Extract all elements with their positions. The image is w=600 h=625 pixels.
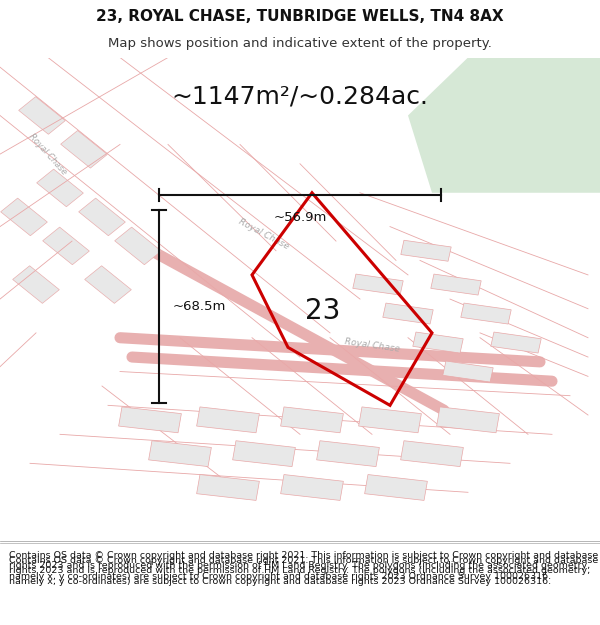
- Text: 23, ROYAL CHASE, TUNBRIDGE WELLS, TN4 8AX: 23, ROYAL CHASE, TUNBRIDGE WELLS, TN4 8A…: [96, 9, 504, 24]
- Polygon shape: [443, 361, 493, 382]
- Text: Contains OS data © Crown copyright and database right 2021. This information is : Contains OS data © Crown copyright and d…: [9, 551, 598, 581]
- Polygon shape: [119, 407, 181, 432]
- Polygon shape: [401, 240, 451, 261]
- Polygon shape: [85, 266, 131, 303]
- Polygon shape: [317, 441, 379, 467]
- Polygon shape: [43, 227, 89, 265]
- Text: Contains OS data © Crown copyright and database right 2021. This information is : Contains OS data © Crown copyright and d…: [9, 556, 598, 586]
- Polygon shape: [437, 407, 499, 432]
- Polygon shape: [13, 266, 59, 303]
- Polygon shape: [401, 441, 463, 467]
- Polygon shape: [281, 474, 343, 501]
- Polygon shape: [408, 58, 600, 192]
- Polygon shape: [79, 198, 125, 236]
- Polygon shape: [197, 407, 259, 432]
- Polygon shape: [197, 474, 259, 501]
- Polygon shape: [413, 332, 463, 353]
- Polygon shape: [461, 303, 511, 324]
- Polygon shape: [365, 474, 427, 501]
- Polygon shape: [233, 441, 295, 467]
- Polygon shape: [359, 407, 421, 432]
- Polygon shape: [1, 198, 47, 236]
- Polygon shape: [431, 274, 481, 295]
- Polygon shape: [149, 441, 211, 467]
- Polygon shape: [61, 131, 107, 168]
- Polygon shape: [491, 332, 541, 353]
- Polygon shape: [383, 303, 433, 324]
- Text: ~68.5m: ~68.5m: [172, 300, 226, 312]
- Text: Royal Chase: Royal Chase: [344, 337, 400, 353]
- Text: 23: 23: [305, 297, 340, 324]
- Polygon shape: [353, 274, 403, 295]
- Text: ~56.9m: ~56.9m: [274, 211, 326, 224]
- Polygon shape: [115, 227, 161, 265]
- Text: Map shows position and indicative extent of the property.: Map shows position and indicative extent…: [108, 37, 492, 49]
- Polygon shape: [37, 169, 83, 207]
- Polygon shape: [281, 407, 343, 432]
- Text: ~1147m²/~0.284ac.: ~1147m²/~0.284ac.: [172, 84, 428, 108]
- Text: Royal Chase: Royal Chase: [237, 217, 291, 251]
- Polygon shape: [19, 97, 65, 134]
- Text: Royal Chase: Royal Chase: [28, 132, 68, 176]
